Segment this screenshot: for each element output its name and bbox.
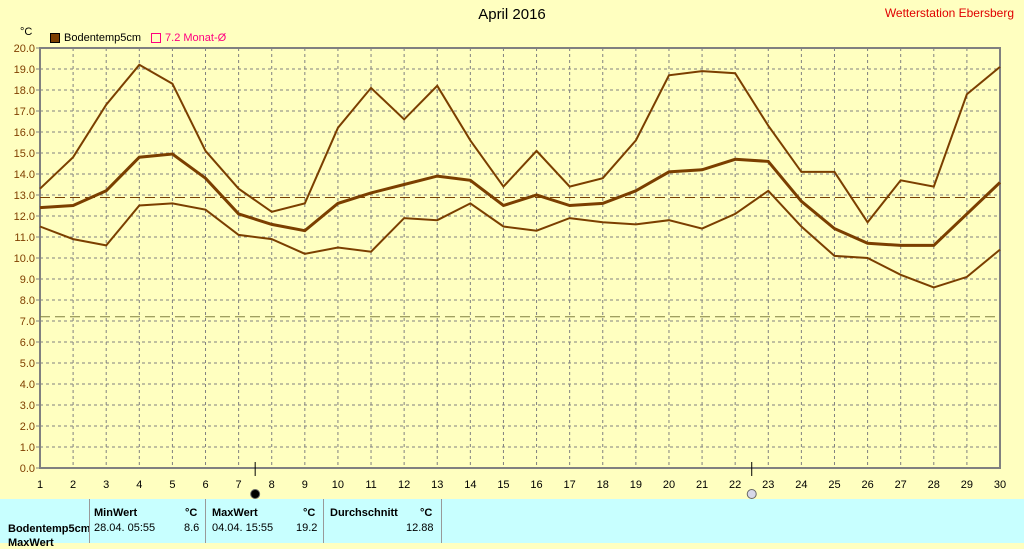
plot-frame — [39, 47, 1001, 469]
x-tick-label: 24 — [795, 479, 807, 491]
y-tick-label: 3.0 — [20, 400, 35, 412]
x-tick-label: 9 — [302, 479, 308, 491]
x-tick-label: 30 — [994, 479, 1006, 491]
x-tick-label: 22 — [729, 479, 741, 491]
x-tick-label: 27 — [895, 479, 907, 491]
chart-title: April 2016 — [478, 6, 546, 23]
y-tick-label: 16.0 — [14, 127, 35, 139]
y-tick-label: 8.0 — [20, 295, 35, 307]
y-tick-label: 17.0 — [14, 106, 35, 118]
x-tick-label: 26 — [861, 479, 873, 491]
x-tick-label: 23 — [762, 479, 774, 491]
x-tick-label: 28 — [928, 479, 940, 491]
header-min-unit: °C — [185, 507, 198, 519]
x-tick-label: 3 — [103, 479, 109, 491]
x-tick-label: 19 — [630, 479, 642, 491]
header-avg: Durchschnitt — [330, 507, 398, 519]
row-label: Bodentemp5cm — [8, 523, 89, 535]
x-tick-label: 12 — [398, 479, 410, 491]
row-label-2: MaxWert — [8, 537, 54, 549]
x-tick-label: 6 — [202, 479, 208, 491]
header-max-unit: °C — [303, 507, 316, 519]
y-tick-label: 9.0 — [20, 274, 35, 286]
x-tick-label: 21 — [696, 479, 708, 491]
y-tick-label: 14.0 — [14, 169, 35, 181]
y-tick-label: 11.0 — [14, 232, 35, 244]
legend-swatch-soil — [50, 33, 60, 43]
x-tick-label: 11 — [365, 479, 376, 491]
series-max-line — [39, 63, 1001, 225]
y-tick-label: 15.0 — [14, 148, 35, 160]
legend-label-avg: 7.2 Monat-Ø — [165, 32, 227, 44]
y-tick-label: 7.0 — [20, 316, 35, 328]
x-tick-label: 13 — [431, 479, 443, 491]
x-tick-label: 8 — [269, 479, 275, 491]
avg-value: 12.88 — [406, 522, 434, 534]
max-time: 04.04. 15:55 — [212, 522, 274, 534]
header-max: MaxWert — [212, 507, 258, 519]
x-tick-label: 10 — [332, 479, 344, 491]
x-tick-label: 20 — [663, 479, 675, 491]
x-tick-label: 18 — [597, 479, 609, 491]
full-moon-icon — [746, 489, 757, 499]
x-tick-label: 2 — [70, 479, 76, 491]
x-tick-label: 1 — [37, 479, 43, 491]
y-tick-label: 6.0 — [20, 337, 35, 349]
legend-swatch-avg — [151, 33, 162, 43]
header-min: MinWert — [94, 507, 138, 519]
x-tick-label: 16 — [530, 479, 542, 491]
y-tick-label: 19.0 — [14, 64, 35, 76]
y-tick-label: 12.0 — [14, 211, 35, 223]
min-time: 28.04. 05:55 — [94, 522, 156, 534]
x-tick-label: 14 — [464, 479, 476, 491]
line-chart: 0.01.02.03.04.05.06.07.08.09.010.011.012… — [14, 43, 1006, 499]
y-tick-label: 0.0 — [20, 463, 35, 475]
y-tick-label: 10.0 — [14, 253, 35, 265]
y-tick-label: 20.0 — [14, 43, 35, 55]
legend-label-soil: Bodentemp5cm — [64, 32, 142, 44]
x-tick-label: 4 — [136, 479, 142, 491]
y-tick-label: 4.0 — [20, 379, 35, 391]
y-tick-label: 5.0 — [20, 358, 35, 370]
series-min-line — [39, 189, 1001, 289]
legend: Bodentemp5cm 7.2 Monat-Ø — [50, 32, 226, 44]
y-tick-label: 18.0 — [14, 85, 35, 97]
new-moon-icon — [250, 489, 261, 499]
y-unit: °C — [20, 26, 33, 38]
x-tick-label: 25 — [828, 479, 840, 491]
stats-table: MinWert °C MaxWert °C Durchschnitt °C Bo… — [0, 499, 1024, 549]
y-tick-label: 2.0 — [20, 421, 35, 433]
x-tick-label: 17 — [564, 479, 576, 491]
y-tick-label: 1.0 — [20, 442, 35, 454]
station-name: Wetterstation Ebersberg — [884, 6, 1014, 20]
series-mean-line — [39, 152, 1002, 247]
max-value: 19.2 — [296, 522, 318, 534]
x-tick-label: 15 — [497, 479, 509, 491]
min-value: 8.6 — [184, 522, 200, 534]
x-tick-label: 7 — [236, 479, 242, 491]
x-tick-label: 5 — [169, 479, 175, 491]
y-tick-label: 13.0 — [14, 190, 35, 202]
header-avg-unit: °C — [420, 507, 433, 519]
x-tick-label: 29 — [961, 479, 973, 491]
